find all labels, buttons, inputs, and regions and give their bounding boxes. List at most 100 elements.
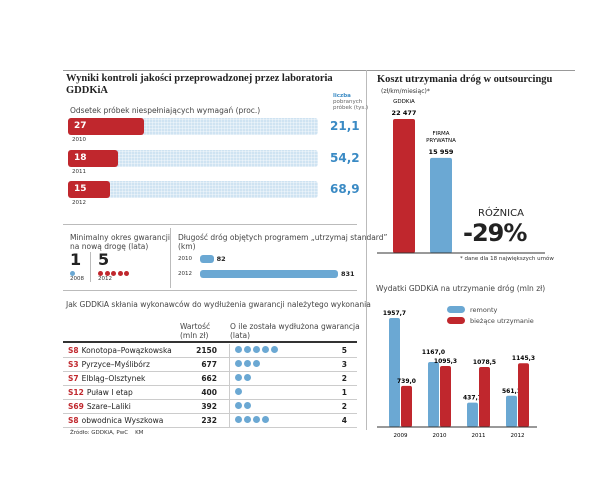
road-name: S8 obwodnica Wyszkowa [68,416,163,425]
percent-bar: 15 [68,181,110,198]
dot-icon [235,388,242,395]
col-value-header: Wartość (mln zł) [180,322,211,340]
dot-icon [111,271,116,276]
dot-icon [262,346,269,353]
divider [229,400,230,414]
divider [229,344,230,358]
extension-dots [235,374,253,383]
percent-bar: 18 [68,149,119,167]
table-row: S3 Pyrzyce–Myślibórz 677 3 [63,357,357,372]
legend-swatch [447,317,465,324]
dot-icon [244,402,251,409]
rule [63,290,357,291]
cost-category: GDDKiA [393,99,415,105]
spending-bar [506,395,517,427]
length-bar [200,270,338,278]
road-code: S7 [68,374,79,383]
dot-icon [70,271,75,276]
road-name: S12 Puław I etap [68,388,133,397]
samples-value: 68,9 [330,182,360,196]
divider [170,228,171,288]
cost-category: PRYWATNA [426,138,456,144]
road-name: S3 Pyrzyce–Myślibórz [68,360,150,369]
year-label: 2010 [72,137,86,143]
dot-icon [244,374,251,381]
dot-icon [244,346,251,353]
road-code: S8 [68,346,79,355]
year-tick: 2011 [472,433,486,439]
extension-years: 4 [341,416,347,425]
guarantee-dots [98,268,131,276]
spending-value: 1095,3 [434,358,457,365]
cost-value: 15 959 [429,148,454,156]
top-rule [63,70,575,71]
road-name: S69 Szare–Laliki [68,402,131,411]
spending-bar [467,402,478,427]
extension-years: 3 [341,360,347,369]
divider [229,372,230,386]
cost-category: FIRMA [432,131,449,137]
quality-left-label: Odsetek próbek niespełniających wymagań … [70,106,261,115]
dot-icon [124,271,129,276]
year-tick: 2010 [433,433,447,439]
dot-icon [244,416,251,423]
road-code: S8 [68,416,79,425]
road-label: Konotopa–Powązkowska [81,346,172,355]
legend-label: remonty [470,306,498,314]
table-header-rule [63,341,357,343]
spending-bar [518,363,529,427]
dot-icon [262,416,269,423]
guarantee-value: 1 [70,250,82,269]
quality-right-label: liczba pobranych próbek (tys.) [333,93,369,111]
quality-title: Wyniki kontroli jakości przeprowadzonej … [66,73,333,96]
dot-icon [235,374,242,381]
year-tick: 2009 [394,433,408,439]
road-value: 392 [201,402,217,411]
cost-bar [393,119,415,253]
guarantee-dots [70,268,77,276]
spending-value: 437,7 [463,395,482,402]
samples-value: 54,2 [330,150,360,165]
road-value: 400 [201,388,217,397]
dot-icon [253,416,260,423]
spending-bar [401,385,412,427]
extension-years: 5 [341,346,347,355]
rule [63,224,357,225]
road-value: 2150 [196,346,217,355]
extension-years: 2 [341,402,347,411]
road-code: S69 [68,402,84,411]
dot-icon [244,360,251,367]
divider [90,252,91,282]
table-row: S8 Konotopa–Powązkowska 2150 5 [63,343,357,358]
dot-icon [117,271,123,276]
table-row: S7 Elbląg–Olsztynek 662 2 [63,371,357,386]
cost-subtitle: (zł/km/miesiąc)* [381,88,430,95]
dot-icon [253,360,260,367]
difference-value: -29% [463,219,527,247]
dot-icon [253,346,260,353]
spending-value: 561,1 [502,388,521,395]
year-label: 2011 [72,168,86,175]
cost-bar [430,157,452,253]
legend-swatch [447,306,465,313]
road-value: 662 [201,374,217,383]
year-tick: 2012 [511,433,525,439]
extension-years: 1 [341,388,347,397]
road-label: Pyrzyce–Myślibórz [81,360,150,369]
extension-years: 2 [341,374,347,383]
road-label: Puław I etap [86,388,133,397]
guarantee-title: Minimalny okres gwarancji na nową drogę (… [70,233,170,251]
table-title: Jak GDDKiA skłania wykonawców do wydłuże… [66,300,371,309]
road-code: S12 [68,388,84,397]
road-value: 232 [201,416,217,425]
dot-icon [235,360,242,367]
col-extension-header: O ile została wydłużona gwarancja (lata) [230,322,360,340]
dot-icon [98,271,103,276]
table-row: S8 obwodnica Wyszkowa 232 4 [63,413,357,428]
difference-label: RÓŻNICA [478,208,524,219]
road-label: Szare–Laliki [86,402,131,411]
column-divider [366,70,367,430]
dot-icon [235,346,242,353]
